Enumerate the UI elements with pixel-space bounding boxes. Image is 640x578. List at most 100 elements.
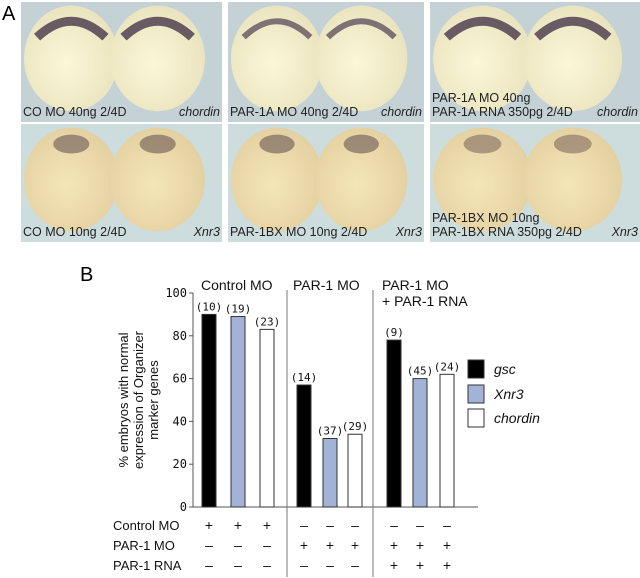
staining-arc	[534, 16, 612, 41]
treatment-sign: –	[300, 517, 308, 533]
treatment-sign: –	[443, 517, 451, 533]
y-tick-label: 40	[173, 414, 187, 428]
legend-label: Xnr3	[493, 386, 524, 402]
treatment-sign: +	[326, 537, 334, 553]
bar-gsc	[386, 339, 402, 508]
micrograph-panel-2: PAR-1A MO 40ng 2/4D chordin	[228, 2, 424, 122]
embryo	[523, 127, 623, 232]
panel-marker-label: chordin	[381, 105, 422, 119]
treatment-sign: –	[416, 517, 424, 533]
bar-n-label: (19)	[225, 303, 252, 316]
bar-n-label: (29)	[342, 420, 369, 433]
treatment-sign: –	[351, 517, 359, 533]
staining-arc	[34, 16, 109, 41]
bar-n-label: (14)	[291, 371, 318, 384]
bar-n-label: (24)	[434, 360, 461, 373]
panel-condition-label: PAR-1A RNA 350pg 2/4D	[432, 105, 573, 119]
bar-chordin	[439, 373, 455, 508]
bar-Xnr3	[412, 378, 428, 508]
panel-condition-label: PAR-1BX MO 10ng 2/4D	[230, 225, 367, 239]
panel-marker-label: Xnr3	[395, 225, 422, 239]
staining-arc	[443, 16, 522, 41]
group-header: PAR-1 MO	[293, 277, 360, 293]
panel-b-letter: B	[80, 264, 93, 286]
treatment-sign: –	[205, 537, 213, 553]
bar-n-label: (10)	[196, 300, 223, 313]
y-tick-label: 0	[180, 500, 187, 514]
treatment-sign: –	[351, 557, 359, 573]
legend-swatch-Xnr3	[467, 384, 485, 404]
y-tick-label: 100	[165, 286, 187, 300]
staining-arc	[325, 18, 397, 40]
legend-swatch-chordin	[467, 408, 485, 428]
staining-arc	[120, 16, 195, 41]
bar-n-label: (9)	[384, 326, 404, 339]
legend-swatch-gsc	[467, 359, 485, 379]
staining-spot	[343, 134, 379, 154]
bar-Xnr3	[322, 438, 338, 508]
legend-label: chordin	[494, 410, 540, 426]
panel-marker-label: chordin	[597, 105, 638, 119]
treatment-sign: +	[351, 537, 359, 553]
treatment-sign: +	[390, 557, 398, 573]
staining-spot	[553, 134, 592, 154]
micrograph-panel-1: CO MO 40ng 2/4D chordin	[21, 2, 222, 122]
group-header: + PAR-1 RNA	[382, 293, 468, 309]
treatment-sign: +	[300, 537, 308, 553]
embryo	[433, 127, 532, 232]
treatment-sign: –	[300, 557, 308, 573]
treatment-sign: +	[416, 557, 424, 573]
treatment-sign: –	[205, 557, 213, 573]
treatment-sign: +	[390, 537, 398, 553]
staining-arc	[241, 18, 313, 40]
treatment-sign: +	[263, 517, 271, 533]
group-header: Control MO	[201, 277, 273, 293]
group-header: PAR-1 MO	[382, 277, 449, 293]
panel-condition-label: PAR-1A MO 40ng	[432, 91, 530, 105]
bar-chordin	[259, 328, 275, 508]
y-tick-label: 60	[173, 372, 187, 386]
bar-gsc	[296, 384, 312, 508]
staining-spot	[53, 134, 90, 154]
panel-condition-label: PAR-1BX RNA 350pg 2/4D	[432, 225, 582, 239]
embryo	[110, 127, 205, 232]
staining-spot	[139, 134, 176, 154]
treatment-sign: +	[416, 537, 424, 553]
treatment-sign: +	[443, 537, 451, 553]
treatment-sign: –	[390, 517, 398, 533]
legend-label: gsc	[494, 361, 516, 377]
embryo	[24, 127, 119, 232]
panel-marker-label: Xnr3	[611, 225, 638, 239]
bar-chordin	[347, 433, 363, 508]
panel-marker-label: Xnr3	[193, 225, 220, 239]
y-tick-label: 20	[173, 457, 187, 471]
bar-Xnr3	[230, 316, 246, 508]
panel-condition-label: PAR-1A MO 40ng 2/4D	[230, 105, 358, 119]
treatment-sign: +	[234, 517, 242, 533]
embryo	[315, 127, 408, 232]
panel-a-letter: A	[2, 3, 16, 25]
treatment-row-label: Control MO	[113, 518, 179, 533]
y-axis-label: % embryos with normalexpression of Organ…	[116, 330, 161, 469]
panel-condition-label: PAR-1BX MO 10ng	[432, 211, 540, 225]
treatment-sign: –	[263, 537, 271, 553]
panel-marker-label: chordin	[179, 105, 220, 119]
staining-spot	[463, 134, 502, 154]
y-tick-label: 80	[173, 329, 187, 343]
panel-condition-label: CO MO 10ng 2/4D	[23, 225, 127, 239]
embryo	[230, 127, 324, 232]
treatment-sign: +	[443, 557, 451, 573]
bar-n-label: (45)	[407, 365, 434, 378]
treatment-sign: –	[263, 557, 271, 573]
treatment-sign: –	[234, 537, 242, 553]
treatment-sign: –	[326, 517, 334, 533]
bar-n-label: (23)	[254, 315, 281, 328]
bar-gsc	[201, 313, 217, 508]
treatment-sign: –	[234, 557, 242, 573]
micrograph-panel-5: PAR-1BX MO 10ng 2/4D Xnr3	[228, 124, 424, 242]
treatment-row-label: PAR-1 MO	[113, 538, 175, 553]
treatment-sign: +	[205, 517, 213, 533]
